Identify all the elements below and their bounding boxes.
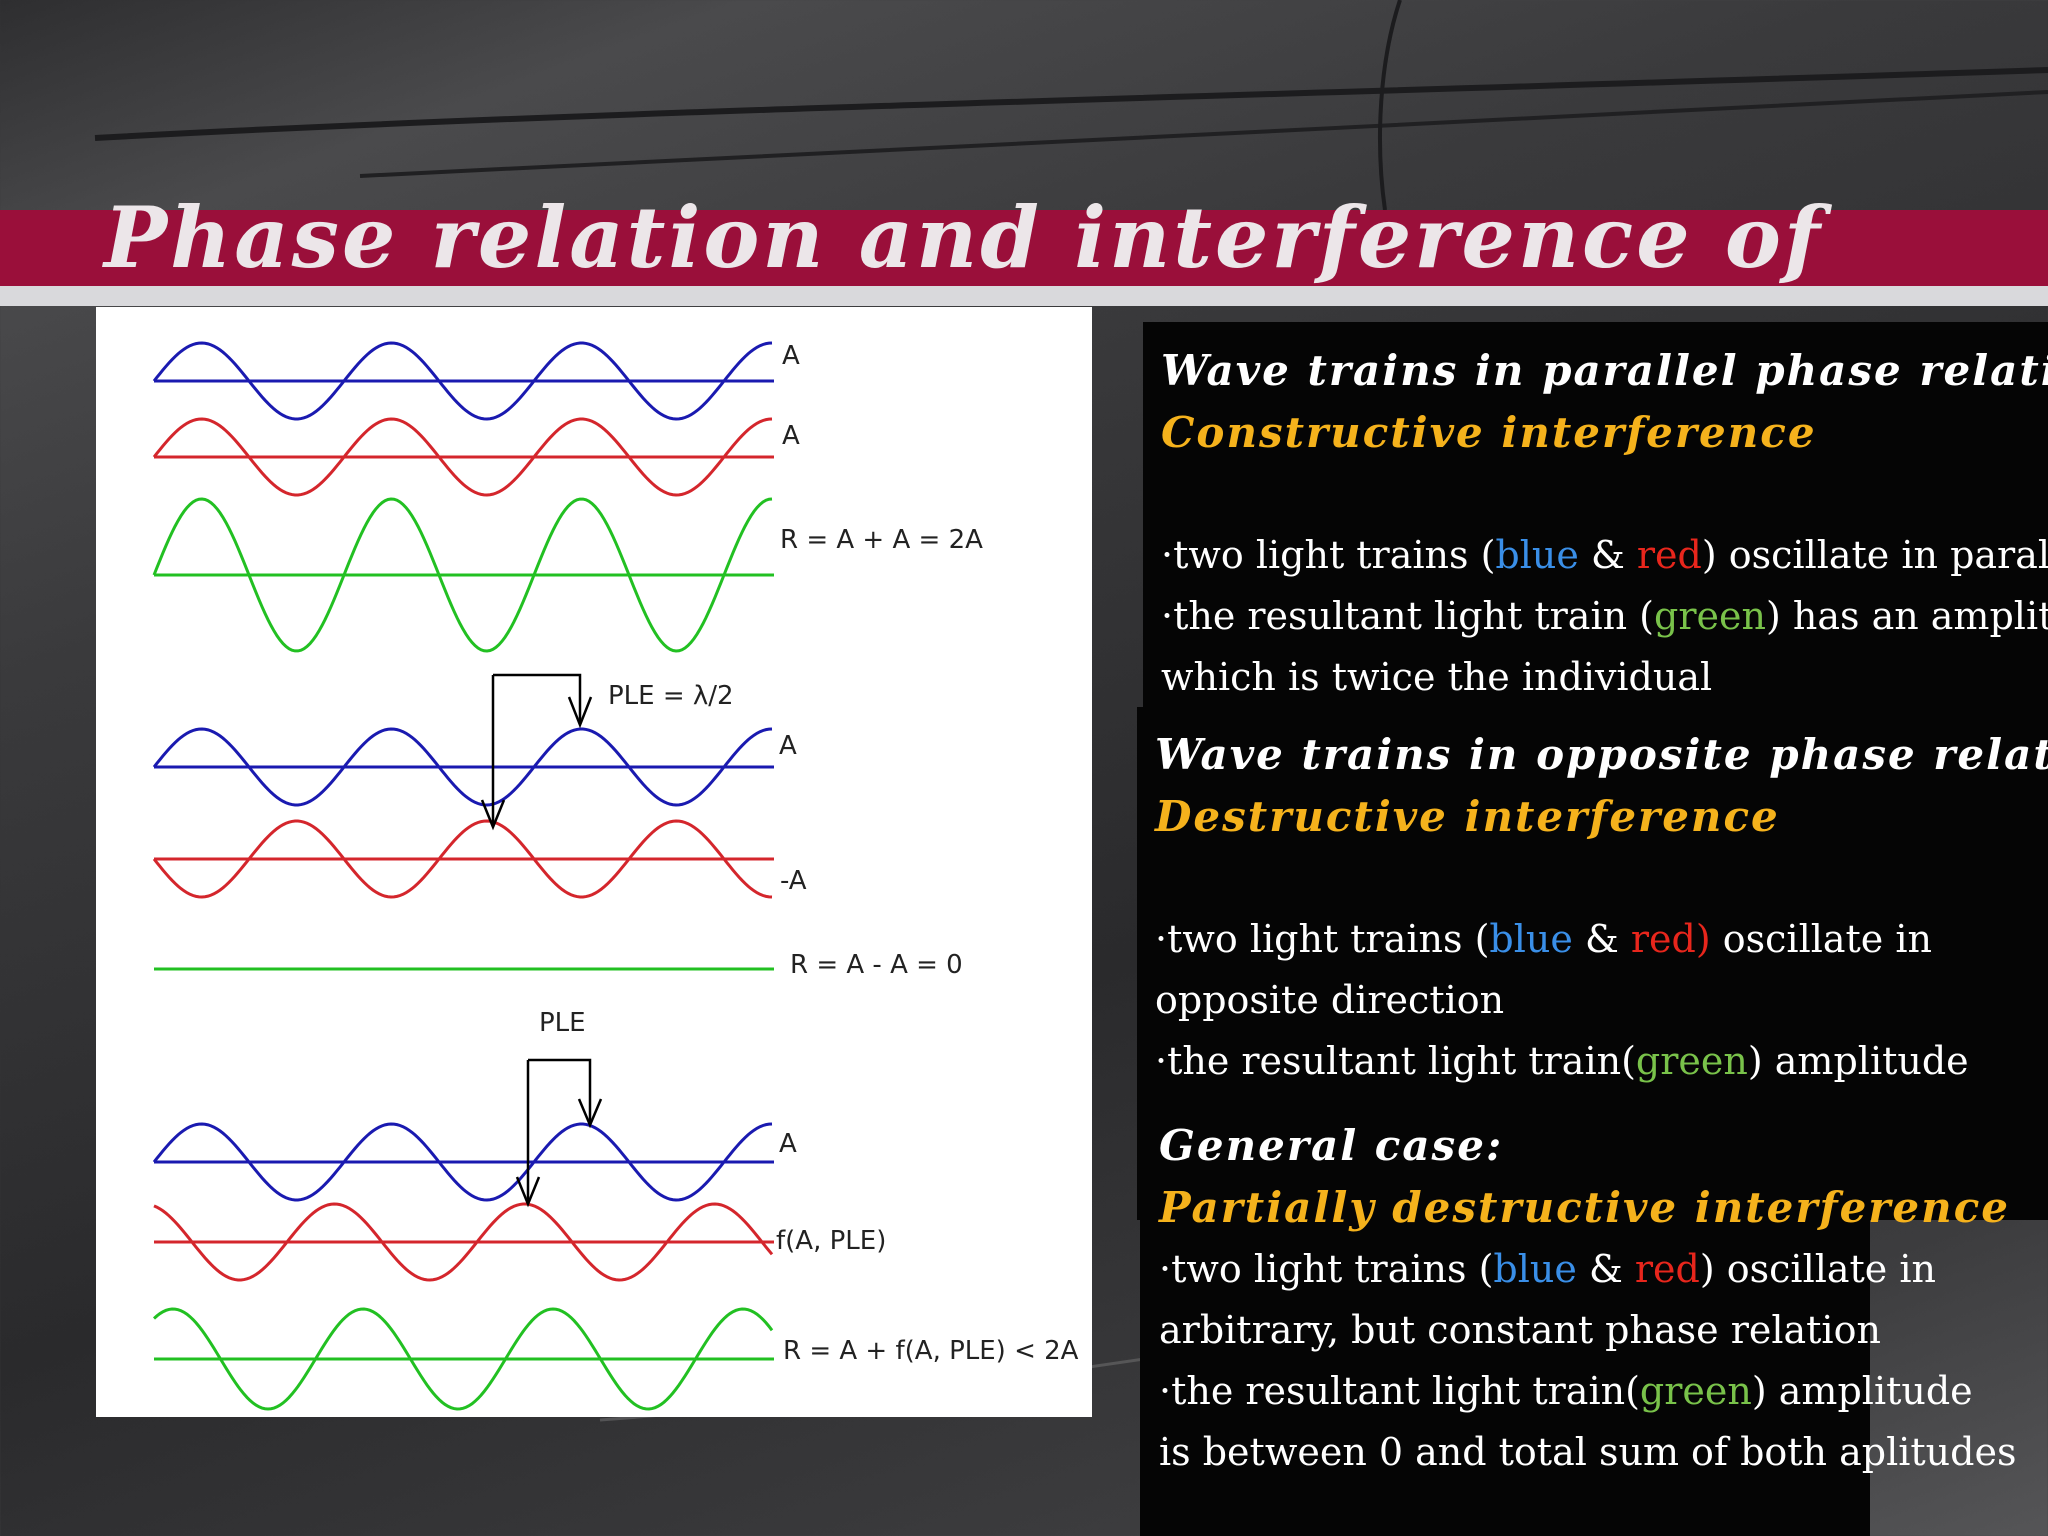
general-heading: General case: bbox=[1159, 1121, 1504, 1170]
destructive-bullet-2: opposite direction bbox=[1155, 978, 1505, 1022]
label-ple1: PLE = λ/2 bbox=[608, 681, 734, 711]
destructive-heading: Wave trains in opposite phase relation bbox=[1155, 730, 2048, 779]
constructive-heading: Wave trains in parallel phase relation bbox=[1161, 346, 2048, 395]
title-underline bbox=[0, 286, 2048, 306]
general-subheading: Partially destructive interference bbox=[1159, 1183, 2010, 1232]
label-a3: A bbox=[779, 731, 797, 761]
wave-blue-1 bbox=[152, 341, 773, 421]
panel-general-text: General case: Partially destructive inte… bbox=[1159, 1115, 2016, 1483]
wave-blue-3 bbox=[152, 1122, 773, 1202]
wave-green-1 bbox=[152, 497, 773, 653]
panel-constructive bbox=[1143, 322, 2048, 707]
label-a1: A bbox=[782, 341, 800, 371]
panel-destructive-text: Wave trains in opposite phase relation D… bbox=[1155, 724, 2048, 1092]
label-f: f(A, PLE) bbox=[776, 1226, 886, 1256]
destructive-bullet-1: ·two light trains (blue & red) oscillate… bbox=[1155, 917, 1932, 961]
label-r2: R = A - A = 0 bbox=[790, 950, 963, 980]
slide-title: Phase relation and interference of bbox=[104, 188, 1824, 287]
ple-marker-half-wave bbox=[480, 673, 593, 831]
label-r3: R = A + f(A, PLE) < 2A bbox=[783, 1336, 1079, 1366]
wave-red-1 bbox=[152, 417, 773, 497]
destructive-bullet-3: ·the resultant light train(green) amplit… bbox=[1155, 1039, 1969, 1083]
ple-marker-general bbox=[515, 1058, 603, 1208]
panel-destructive bbox=[1137, 707, 2048, 1220]
panel-general bbox=[1140, 1220, 1870, 1536]
destructive-subheading: Destructive interference bbox=[1155, 792, 1780, 841]
label-minus-a: -A bbox=[780, 866, 807, 896]
label-r1: R = A + A = 2A bbox=[780, 525, 983, 555]
constructive-bullet-3: which is twice the individual bbox=[1161, 655, 1713, 699]
wave-blue-2 bbox=[152, 727, 773, 807]
constructive-bullet-2: ·the resultant light train (green) has a… bbox=[1161, 594, 2048, 638]
general-bullet-4: is between 0 and total sum of both aplit… bbox=[1159, 1430, 2017, 1474]
panel-constructive-text: Wave trains in parallel phase relation C… bbox=[1161, 340, 2048, 708]
label-a4: A bbox=[779, 1129, 797, 1159]
wave-green-3 bbox=[152, 1307, 774, 1411]
general-bullet-2: arbitrary, but constant phase relation bbox=[1159, 1308, 1881, 1352]
wave-diagram: A A R = A + A = 2A PLE = λ/2 A -A R = A … bbox=[152, 341, 1079, 1411]
general-bullet-1: ·two light trains (blue & red) oscillate… bbox=[1159, 1247, 1936, 1291]
wave-red-3 bbox=[153, 1202, 774, 1282]
title-band bbox=[0, 210, 2048, 286]
wave-red-2 bbox=[152, 819, 773, 899]
general-bullet-3: ·the resultant light train(green) amplit… bbox=[1159, 1369, 1973, 1413]
constructive-subheading: Constructive interference bbox=[1161, 408, 1817, 457]
label-a2: A bbox=[782, 421, 800, 451]
constructive-bullet-1: ·two light trains (blue & red) oscillate… bbox=[1161, 533, 2048, 577]
label-ple2: PLE bbox=[539, 1008, 586, 1038]
interference-figure: A A R = A + A = 2A PLE = λ/2 A -A R = A … bbox=[96, 307, 1092, 1417]
